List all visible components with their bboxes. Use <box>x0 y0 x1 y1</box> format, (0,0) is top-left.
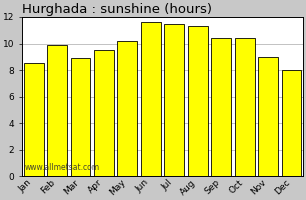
Bar <box>282 70 301 176</box>
Bar <box>235 38 255 176</box>
Bar <box>141 22 161 176</box>
Bar <box>47 45 67 176</box>
Bar <box>71 58 91 176</box>
Bar <box>118 41 137 176</box>
Bar <box>24 63 43 176</box>
Bar <box>258 57 278 176</box>
Bar <box>211 38 231 176</box>
Bar <box>164 24 184 176</box>
Bar <box>94 50 114 176</box>
Text: Hurghada : sunshine (hours): Hurghada : sunshine (hours) <box>22 3 212 16</box>
Bar <box>188 26 208 176</box>
Text: www.allmetsat.com: www.allmetsat.com <box>25 163 100 172</box>
